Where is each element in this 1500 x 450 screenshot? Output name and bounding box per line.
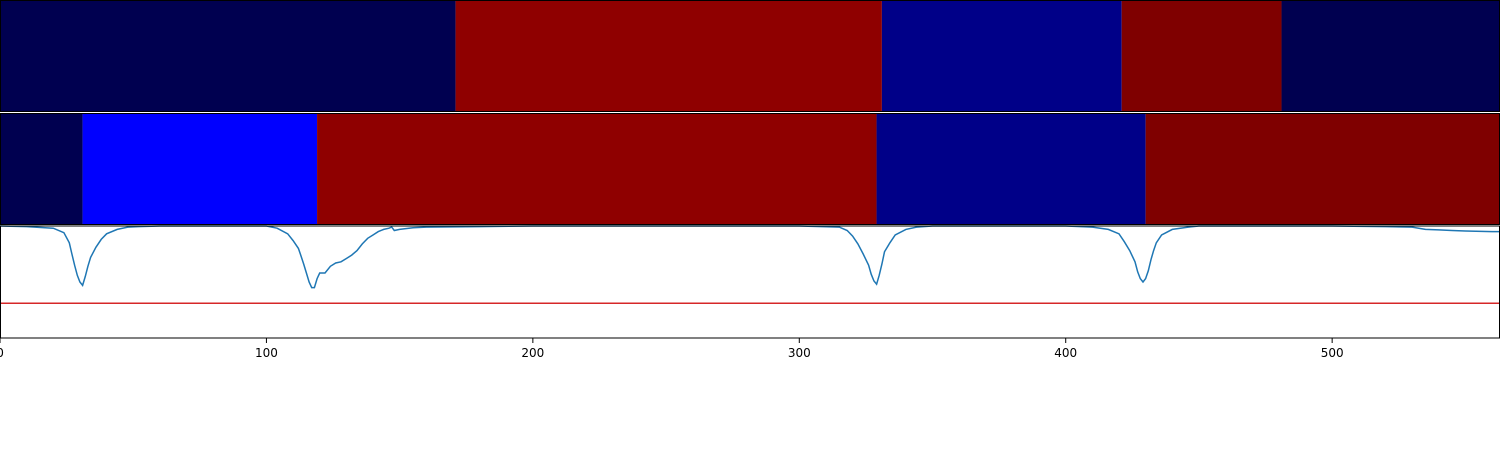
middle-segment-3: [317, 113, 877, 225]
top-segment-1: [0, 0, 456, 112]
x-tick-label-0: 0: [0, 346, 4, 360]
top-segment-3: [881, 0, 1122, 112]
segment-panel-middle: [0, 113, 1500, 225]
middle-segment-5: [1145, 113, 1500, 225]
top-segment-4: [1121, 0, 1282, 112]
top-segment-5: [1281, 0, 1500, 112]
x-tick-label-200: 200: [521, 346, 544, 360]
middle-segment-2: [82, 113, 318, 225]
x-tick-label-400: 400: [1054, 346, 1077, 360]
x-tick-label-500: 500: [1321, 346, 1344, 360]
signal-plot-area: [0, 226, 1500, 338]
middle-segment-1: [0, 113, 83, 225]
middle-segment-4: [876, 113, 1146, 225]
x-axis: 0 100 200 300 400 500: [0, 337, 1500, 360]
signal-line: [0, 225, 1500, 289]
x-tick-label-100: 100: [255, 346, 278, 360]
signal-panel: [0, 225, 1500, 338]
segment-panel-top: [0, 0, 1500, 112]
top-segment-2: [455, 0, 882, 112]
x-tick-label-300: 300: [788, 346, 811, 360]
